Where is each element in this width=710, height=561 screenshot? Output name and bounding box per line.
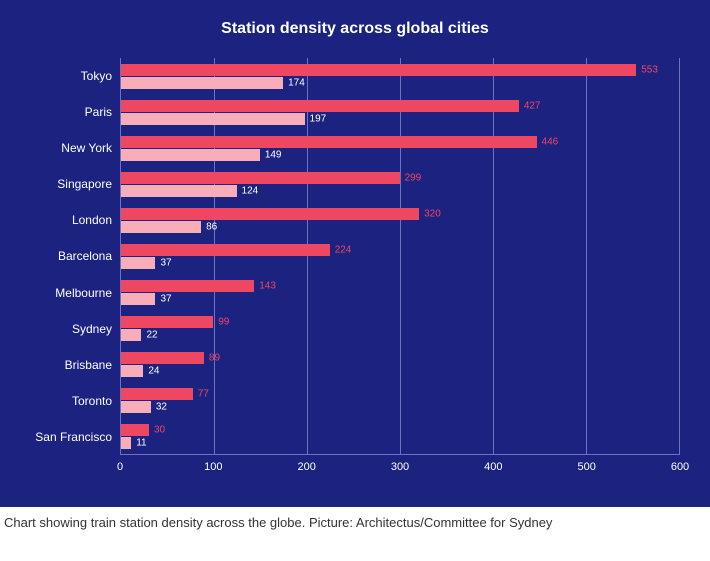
x-axis-tick: 0 xyxy=(117,461,123,473)
bar-group: 32086 xyxy=(121,202,680,238)
bar-value-label: 224 xyxy=(335,244,352,255)
chart-caption: Chart showing train station density acro… xyxy=(0,507,710,538)
bar-secondary: 37 xyxy=(121,293,155,305)
y-axis-label: London xyxy=(30,202,112,238)
bar-secondary: 124 xyxy=(121,185,237,197)
bar-value-label: 30 xyxy=(154,424,165,435)
bar-secondary: 22 xyxy=(121,329,141,341)
y-axis-label: Toronto xyxy=(30,383,112,419)
y-axis-label: Paris xyxy=(30,94,112,130)
bar-primary: 224 xyxy=(121,244,330,256)
bar-group: 299124 xyxy=(121,166,680,202)
bar-value-label: 149 xyxy=(265,149,282,160)
bar-value-label: 24 xyxy=(148,365,159,376)
x-axis-tick: 100 xyxy=(204,461,222,473)
bar-value-label: 143 xyxy=(259,280,276,291)
plot-area: 5531744271974461492991243208622437143379… xyxy=(120,58,680,455)
bar-value-label: 197 xyxy=(310,113,327,124)
bar-primary: 143 xyxy=(121,280,254,292)
bar-primary: 427 xyxy=(121,100,519,112)
bar-group: 7732 xyxy=(121,382,680,418)
bar-group: 3011 xyxy=(121,418,680,454)
bar-value-label: 299 xyxy=(405,172,422,183)
bar-value-label: 77 xyxy=(198,388,209,399)
bars-container: 5531744271974461492991243208622437143379… xyxy=(121,58,680,454)
bar-primary: 299 xyxy=(121,172,400,184)
bar-group: 427197 xyxy=(121,94,680,130)
y-axis-label: Melbourne xyxy=(30,275,112,311)
bar-secondary: 174 xyxy=(121,77,283,89)
y-axis-label: Singapore xyxy=(30,166,112,202)
bar-primary: 30 xyxy=(121,424,149,436)
bar-secondary: 86 xyxy=(121,221,201,233)
bar-primary: 99 xyxy=(121,316,213,328)
bar-group: 8924 xyxy=(121,346,680,382)
chart-area: TokyoParisNew YorkSingaporeLondonBarcelo… xyxy=(30,58,680,455)
bar-group: 14337 xyxy=(121,274,680,310)
bar-value-label: 174 xyxy=(288,77,305,88)
bar-secondary: 24 xyxy=(121,365,143,377)
bar-secondary: 37 xyxy=(121,257,155,269)
bar-value-label: 37 xyxy=(160,257,171,268)
x-axis-tick: 400 xyxy=(484,461,502,473)
bar-secondary: 11 xyxy=(121,437,131,449)
bar-value-label: 22 xyxy=(146,329,157,340)
x-axis-tick: 300 xyxy=(391,461,409,473)
x-axis-tick: 500 xyxy=(577,461,595,473)
bar-secondary: 149 xyxy=(121,149,260,161)
bar-primary: 446 xyxy=(121,136,537,148)
bar-value-label: 11 xyxy=(136,437,146,448)
bar-value-label: 446 xyxy=(542,136,559,147)
bar-value-label: 99 xyxy=(218,316,229,327)
y-axis-label: Sydney xyxy=(30,311,112,347)
y-axis-label: Barcelona xyxy=(30,238,112,274)
bar-value-label: 124 xyxy=(242,185,259,196)
bar-value-label: 86 xyxy=(206,221,217,232)
bar-value-label: 37 xyxy=(160,293,171,304)
bar-primary: 320 xyxy=(121,208,419,220)
bar-secondary: 197 xyxy=(121,113,305,125)
y-axis-label: Tokyo xyxy=(30,58,112,94)
x-axis-tick: 600 xyxy=(671,461,689,473)
bar-group: 22437 xyxy=(121,238,680,274)
bar-value-label: 553 xyxy=(641,64,658,75)
chart-title: Station density across global cities xyxy=(30,20,680,38)
bar-group: 553174 xyxy=(121,58,680,94)
bar-value-label: 320 xyxy=(424,208,441,219)
y-axis-label: San Francisco xyxy=(30,419,112,455)
y-axis-label: Brisbane xyxy=(30,347,112,383)
x-axis-tick: 200 xyxy=(297,461,315,473)
bar-value-label: 32 xyxy=(156,401,167,412)
bar-group: 446149 xyxy=(121,130,680,166)
bar-primary: 553 xyxy=(121,64,636,76)
y-axis-labels: TokyoParisNew YorkSingaporeLondonBarcelo… xyxy=(30,58,120,455)
x-axis: 0100200300400500600 xyxy=(120,461,680,477)
y-axis-label: New York xyxy=(30,130,112,166)
bar-value-label: 89 xyxy=(209,352,220,363)
bar-primary: 89 xyxy=(121,352,204,364)
bar-primary: 77 xyxy=(121,388,193,400)
chart-container: Station density across global cities Tok… xyxy=(0,0,710,507)
bar-value-label: 427 xyxy=(524,100,541,111)
bar-group: 9922 xyxy=(121,310,680,346)
bar-secondary: 32 xyxy=(121,401,151,413)
